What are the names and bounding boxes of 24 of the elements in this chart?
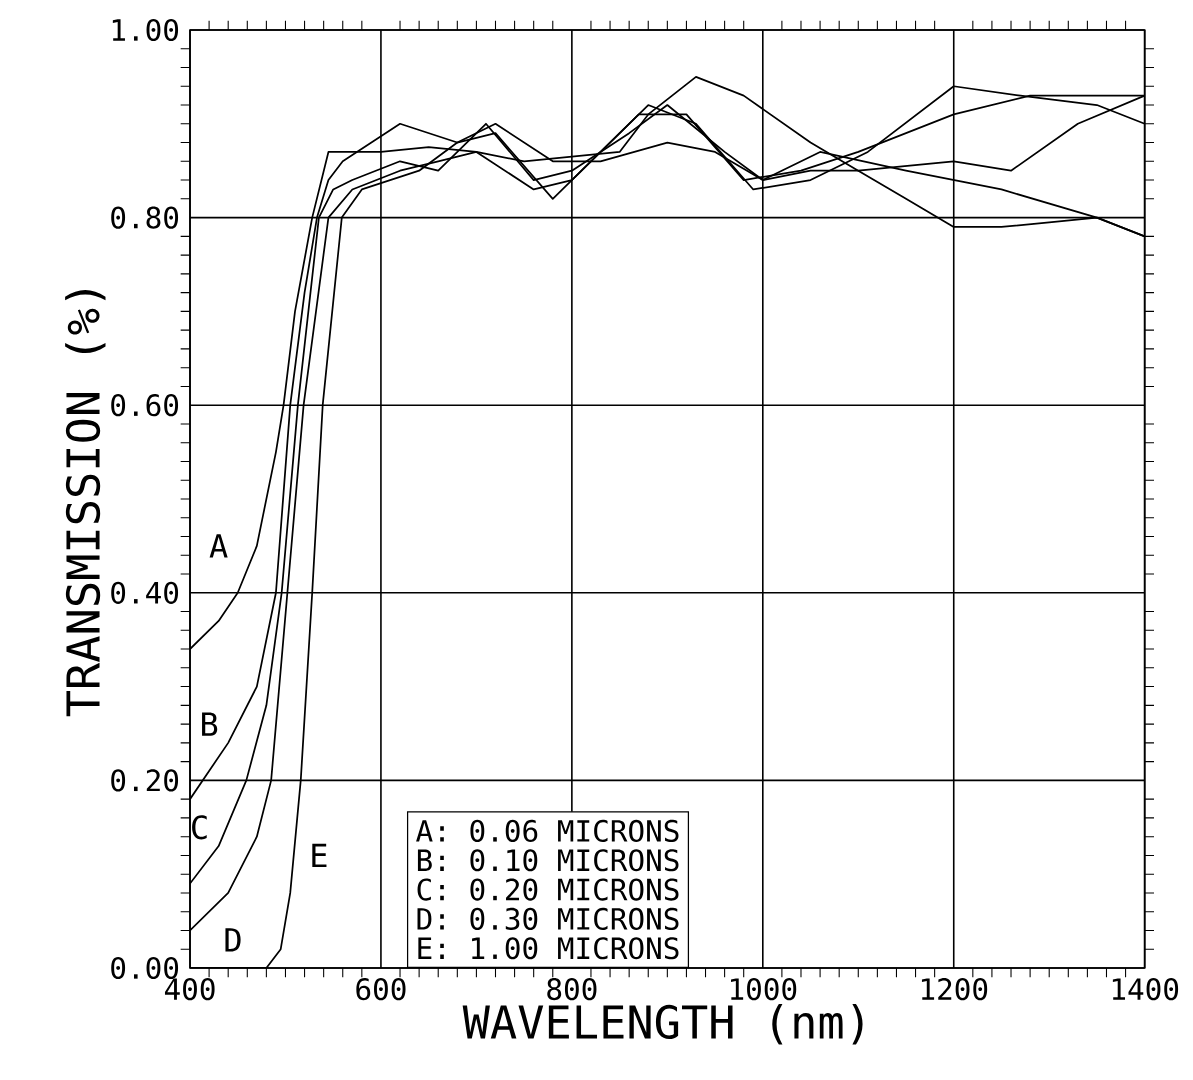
- x-tick-label: 800: [547, 978, 597, 1001]
- x-tick-label: 1200: [921, 978, 988, 1001]
- x-tick-label: 1400: [1112, 978, 1179, 1001]
- y-tick-label: 0.00: [111, 956, 179, 980]
- x-tick-label: 1000: [731, 978, 797, 1001]
- y-tick-label: 0.40: [111, 581, 179, 604]
- x-tick-label: 400: [164, 978, 215, 1001]
- series-label: B: [202, 712, 218, 736]
- series-label: D: [225, 928, 241, 952]
- annotation: B: 0.10 MICRONS: [417, 849, 679, 872]
- y-tick-label: 1.00: [112, 18, 179, 42]
- y-tick-label: 0.60: [111, 394, 179, 417]
- annotation: A: 0.06 MICRONS: [416, 819, 679, 842]
- series-label: C: [192, 815, 207, 840]
- series-label: A: [209, 534, 228, 558]
- x-axis-title: WAVELENGTH (nm): [462, 1004, 863, 1045]
- x-tick-label: 600: [356, 978, 406, 1001]
- y-tick-label: 0.80: [111, 206, 179, 229]
- annotation: D: 0.30 MICRONS: [417, 907, 679, 930]
- y-tick-label: 0.20: [111, 769, 179, 792]
- annotation: C: 0.20 MICRONS: [417, 878, 679, 901]
- annotation: E: 1.00 MICRONS: [418, 937, 679, 960]
- y-axis-title: TRANSMISSION (%): [65, 290, 106, 717]
- series-label: E: [312, 843, 327, 868]
